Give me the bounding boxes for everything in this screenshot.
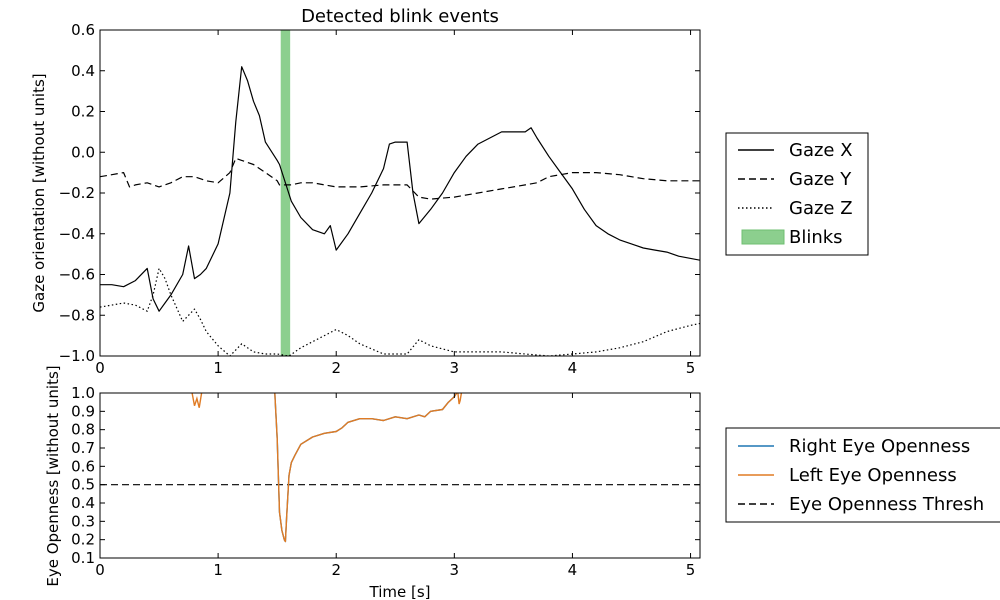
gaze-plot-frame bbox=[99, 29, 701, 357]
gaze-ticks: 0 1 2 3 4 5 −1.0 −0.8 −0.6 −0.4 −0.2 0.0 0.2 0.4 0.6 bbox=[59, 21, 700, 377]
blink-spans bbox=[280, 30, 291, 356]
openness-xtick-label-0: 0 bbox=[95, 561, 105, 579]
gaze-ytick-label-8: 0.6 bbox=[71, 21, 95, 39]
gaze-ytick-label-3: −0.4 bbox=[59, 225, 95, 243]
openness-ticks: 0 1 2 3 4 5 0.10.20.30.40.50.60.70.80.91.0 bbox=[71, 384, 700, 579]
openness-ytick-label-2: 0.3 bbox=[71, 512, 95, 530]
gaze-xtick-label-2: 2 bbox=[331, 359, 341, 377]
gaze-y-axis-label: Gaze orientation [without units] bbox=[30, 73, 48, 312]
gaze-ytick-label-6: 0.2 bbox=[71, 103, 95, 121]
openness-plot-frame bbox=[99, 392, 701, 559]
openness-legend-label-0: Right Eye Openness bbox=[789, 436, 970, 457]
gaze-legend: Gaze X Gaze Y Gaze Z Blinks bbox=[725, 132, 869, 256]
gaze-ytick-label-1: −0.8 bbox=[59, 306, 95, 324]
openness-ytick-label-8: 0.9 bbox=[71, 402, 95, 420]
gaze-legend-label-1: Gaze Y bbox=[789, 169, 852, 190]
gaze-ytick-label-5: 0.0 bbox=[71, 143, 95, 161]
openness-spike-0 bbox=[191, 393, 203, 408]
gaze-series-line-0 bbox=[100, 66, 700, 312]
openness-legend-label-2: Eye Openness Thresh bbox=[789, 494, 984, 515]
openness-xtick-label-4: 4 bbox=[568, 561, 578, 579]
gaze-xtick-label-3: 3 bbox=[450, 359, 460, 377]
gaze-ytick-label-7: 0.4 bbox=[71, 62, 95, 80]
openness-legend-label-1: Left Eye Openness bbox=[789, 465, 957, 486]
gaze-ytick-label-0: −1.0 bbox=[59, 347, 95, 365]
openness-xtick-label-3: 3 bbox=[450, 561, 460, 579]
gaze-series bbox=[100, 66, 700, 356]
openness-ytick-label-3: 0.4 bbox=[71, 494, 95, 512]
openness-ytick-label-4: 0.5 bbox=[71, 476, 95, 494]
gaze-legend-label-2: Gaze Z bbox=[789, 198, 853, 219]
gaze-xtick-label-4: 4 bbox=[568, 359, 578, 377]
openness-xtick-label-5: 5 bbox=[686, 561, 696, 579]
openness-ytick-label-6: 0.7 bbox=[71, 439, 95, 457]
openness-spike-1 bbox=[457, 393, 463, 405]
openness-xtick-label-1: 1 bbox=[213, 561, 223, 579]
openness-series bbox=[100, 393, 700, 543]
gaze-legend-swatch-3 bbox=[741, 229, 785, 245]
gaze-legend-label-0: Gaze X bbox=[789, 140, 853, 161]
chart-title: Detected blink events bbox=[301, 6, 499, 27]
openness-ytick-label-5: 0.6 bbox=[71, 457, 95, 475]
gaze-ytick-label-2: −0.6 bbox=[59, 266, 95, 284]
openness-ytick-label-9: 1.0 bbox=[71, 384, 95, 402]
openness-ytick-label-0: 0.1 bbox=[71, 549, 95, 567]
gaze-xtick-label-0: 0 bbox=[95, 359, 105, 377]
openness-panel: Eye Openness [without units] 0 1 2 3 4 50.10.… bbox=[44, 365, 701, 600]
openness-xtick-label-2: 2 bbox=[331, 561, 341, 579]
openness-y-axis-label: Eye Openness [without units] bbox=[44, 365, 62, 586]
openness-series-line-1 bbox=[274, 393, 458, 543]
openness-ytick-label-1: 0.2 bbox=[71, 531, 95, 549]
openness-series-line-0 bbox=[274, 393, 458, 543]
gaze-legend-label-3: Blinks bbox=[789, 227, 843, 248]
gaze-series-line-2 bbox=[100, 267, 700, 356]
openness-ytick-label-7: 0.8 bbox=[71, 421, 95, 439]
gaze-xtick-label-1: 1 bbox=[213, 359, 223, 377]
openness-legend: Right Eye Openness Left Eye Openness Eye O… bbox=[725, 427, 1000, 523]
gaze-xtick-label-5: 5 bbox=[686, 359, 696, 377]
time-x-axis-label: Time [s] bbox=[369, 583, 431, 600]
gaze-series-line-1 bbox=[100, 157, 700, 200]
blink-span-0 bbox=[280, 30, 291, 356]
gaze-panel: Detected blink events Gaze orientation [… bbox=[30, 6, 701, 377]
gaze-ytick-label-4: −0.2 bbox=[59, 184, 95, 202]
